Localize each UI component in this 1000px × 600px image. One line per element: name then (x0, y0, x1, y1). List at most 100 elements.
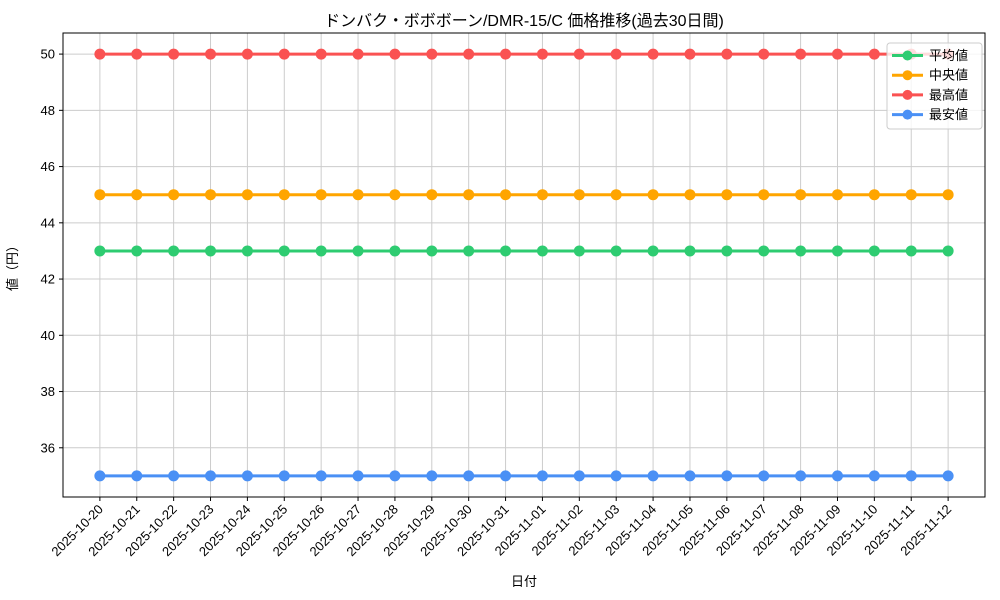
series-marker-min (168, 470, 180, 482)
y-tick-label: 46 (41, 159, 55, 174)
series-marker-max (795, 48, 807, 60)
series-marker-min (758, 470, 770, 482)
series-marker-median (241, 189, 253, 201)
y-tick-label: 40 (41, 328, 55, 343)
series-marker-min (352, 470, 364, 482)
legend-marker-min (902, 109, 913, 120)
series-marker-median (536, 189, 548, 201)
series-marker-average (205, 245, 217, 257)
series-marker-min (241, 470, 253, 482)
y-axis-label: 値（円） (5, 239, 20, 291)
series-marker-max (389, 48, 401, 60)
series-marker-median (315, 189, 327, 201)
plot-border (62, 32, 986, 498)
series-marker-average (168, 245, 180, 257)
series-marker-max (463, 48, 475, 60)
series-marker-average (647, 245, 659, 257)
legend-label-average: 平均値 (929, 48, 968, 63)
series-marker-min (942, 470, 954, 482)
series-marker-average (610, 245, 622, 257)
series-marker-max (721, 48, 733, 60)
series-marker-min (573, 470, 585, 482)
series-marker-average (942, 245, 954, 257)
series-marker-median (500, 189, 512, 201)
legend-marker-median (902, 70, 913, 81)
series-marker-max (352, 48, 364, 60)
series-marker-max (94, 48, 106, 60)
series-marker-max (205, 48, 217, 60)
y-tick-label: 50 (41, 47, 55, 62)
series-marker-average (426, 245, 438, 257)
series-marker-min (905, 470, 917, 482)
legend-label-min: 最安値 (929, 107, 968, 122)
series-marker-min (463, 470, 475, 482)
series-marker-average (315, 245, 327, 257)
series-marker-median (758, 189, 770, 201)
series-marker-max (831, 48, 843, 60)
series-marker-median (795, 189, 807, 201)
series-marker-max (536, 48, 548, 60)
series-marker-max (684, 48, 696, 60)
series-marker-min (610, 470, 622, 482)
series-marker-min (94, 470, 106, 482)
series-marker-average (389, 245, 401, 257)
series-marker-min (536, 470, 548, 482)
series-marker-median (942, 189, 954, 201)
series-marker-median (831, 189, 843, 201)
series-marker-min (647, 470, 659, 482)
series-marker-average (500, 245, 512, 257)
series-marker-average (905, 245, 917, 257)
series-marker-max (315, 48, 327, 60)
series-marker-median (278, 189, 290, 201)
series-marker-median (205, 189, 217, 201)
series-marker-average (241, 245, 253, 257)
y-tick-label: 44 (41, 215, 55, 230)
series-marker-min (831, 470, 843, 482)
series-marker-average (94, 245, 106, 257)
series-marker-median (573, 189, 585, 201)
legend-marker-max (902, 89, 913, 100)
series-marker-median (426, 189, 438, 201)
series-marker-min (315, 470, 327, 482)
legend-box (886, 42, 983, 130)
series-marker-max (168, 48, 180, 60)
series-marker-average (131, 245, 143, 257)
series-marker-min (131, 470, 143, 482)
series-marker-min (868, 470, 880, 482)
series-marker-min (684, 470, 696, 482)
series-marker-median (352, 189, 364, 201)
y-tick-label: 38 (41, 384, 55, 399)
x-axis-label: 日付 (511, 574, 537, 589)
series-marker-max (573, 48, 585, 60)
y-tick-label: 48 (41, 103, 55, 118)
y-tick-label: 36 (41, 440, 55, 455)
series-marker-max (758, 48, 770, 60)
legend-label-median: 中央値 (929, 68, 968, 83)
series-marker-average (721, 245, 733, 257)
series-marker-min (500, 470, 512, 482)
series-marker-median (94, 189, 106, 201)
series-marker-median (389, 189, 401, 201)
series-marker-median (684, 189, 696, 201)
series-marker-min (426, 470, 438, 482)
series-marker-median (905, 189, 917, 201)
series-marker-max (278, 48, 290, 60)
series-marker-max (500, 48, 512, 60)
series-marker-median (168, 189, 180, 201)
series-marker-median (647, 189, 659, 201)
legend-label-max: 最高値 (929, 87, 968, 102)
series-marker-median (131, 189, 143, 201)
series-marker-average (352, 245, 364, 257)
series-marker-median (610, 189, 622, 201)
series-marker-min (721, 470, 733, 482)
series-marker-median (463, 189, 475, 201)
series-marker-average (278, 245, 290, 257)
chart-title: ドンバク・ボボボーン/DMR-15/C 価格推移(過去30日間) (324, 12, 724, 30)
series-marker-max (647, 48, 659, 60)
series-marker-max (610, 48, 622, 60)
series-marker-max (241, 48, 253, 60)
series-marker-average (463, 245, 475, 257)
series-marker-min (205, 470, 217, 482)
